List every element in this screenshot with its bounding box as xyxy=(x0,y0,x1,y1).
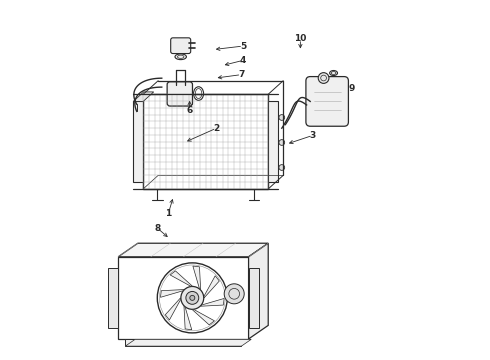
Polygon shape xyxy=(125,339,242,346)
Circle shape xyxy=(279,114,285,120)
Text: 7: 7 xyxy=(238,70,245,79)
Circle shape xyxy=(279,140,285,145)
Circle shape xyxy=(181,287,204,309)
Circle shape xyxy=(186,292,199,304)
FancyBboxPatch shape xyxy=(167,82,193,106)
Text: 2: 2 xyxy=(213,124,220,133)
Text: 9: 9 xyxy=(349,84,355,93)
Polygon shape xyxy=(200,298,224,306)
Polygon shape xyxy=(133,92,154,102)
FancyBboxPatch shape xyxy=(171,38,191,54)
Text: 4: 4 xyxy=(240,56,246,65)
Polygon shape xyxy=(204,276,220,298)
Polygon shape xyxy=(165,298,181,320)
Polygon shape xyxy=(184,306,192,330)
Polygon shape xyxy=(248,267,259,328)
Circle shape xyxy=(190,296,195,300)
Polygon shape xyxy=(193,266,200,289)
Polygon shape xyxy=(268,102,278,182)
Text: 1: 1 xyxy=(165,210,172,219)
Text: 10: 10 xyxy=(294,35,307,44)
Text: 3: 3 xyxy=(310,131,316,140)
Text: 5: 5 xyxy=(240,41,246,50)
Polygon shape xyxy=(143,94,268,189)
Polygon shape xyxy=(118,257,248,339)
Ellipse shape xyxy=(175,54,186,60)
Polygon shape xyxy=(118,243,268,257)
Text: 8: 8 xyxy=(154,224,161,233)
FancyBboxPatch shape xyxy=(306,77,348,126)
Polygon shape xyxy=(170,271,192,286)
Polygon shape xyxy=(125,339,251,346)
Circle shape xyxy=(318,73,329,84)
Ellipse shape xyxy=(330,71,338,76)
Circle shape xyxy=(224,284,244,304)
Polygon shape xyxy=(133,102,143,182)
Polygon shape xyxy=(108,267,118,328)
Text: 6: 6 xyxy=(187,106,193,115)
Polygon shape xyxy=(248,243,268,339)
Polygon shape xyxy=(192,310,215,325)
Polygon shape xyxy=(160,289,184,297)
Circle shape xyxy=(279,165,285,170)
